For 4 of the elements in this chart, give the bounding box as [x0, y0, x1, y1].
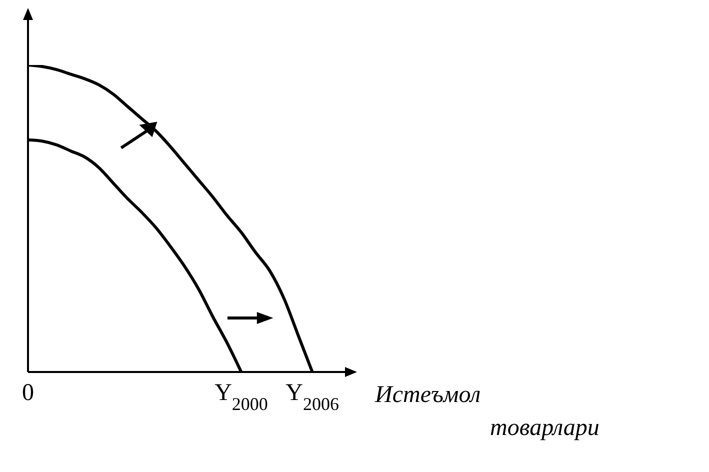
x-tick-label: Y$_{2006}$: [286, 380, 340, 414]
x-tick-label: 0: [22, 380, 34, 406]
x-tick-label: Y$_{2000}$: [214, 380, 268, 414]
x-axis-title: Истеъмол товарлари: [374, 382, 600, 441]
